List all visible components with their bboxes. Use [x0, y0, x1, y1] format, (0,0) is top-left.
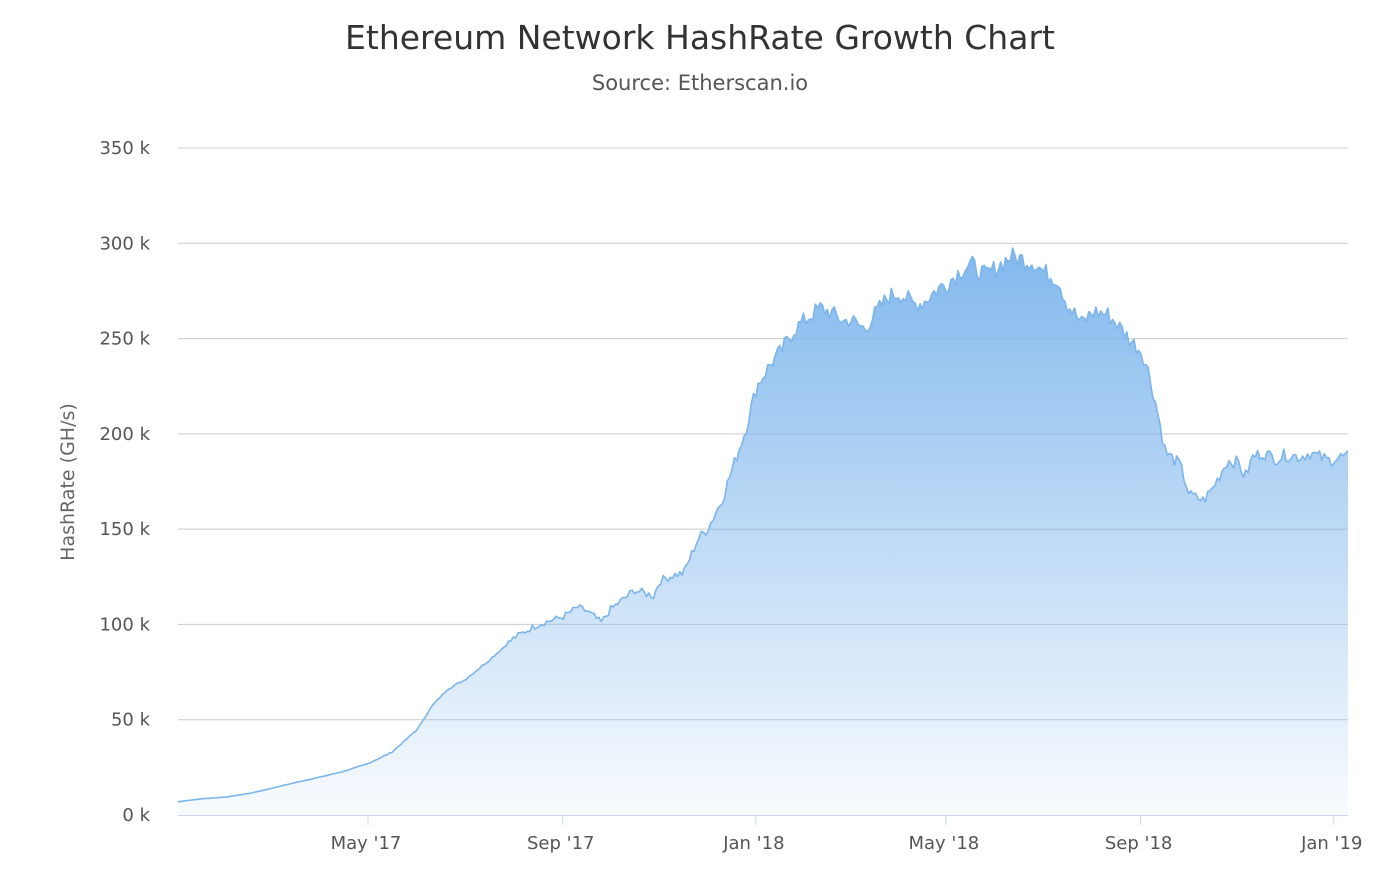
x-tick-label: May '17 [331, 833, 402, 854]
series-area [178, 248, 1348, 816]
x-tick-label: May '18 [908, 833, 979, 854]
series-layer [177, 247, 1349, 816]
series-line [177, 247, 1349, 803]
x-axis: May '17 Sep '17 Jan '18 May '18 Sep '18 Jan '… [178, 815, 1362, 854]
chart-title: Ethereum Network HashRate Growth Chart [345, 18, 1055, 57]
y-axis: 0 k 50 k 100 k 150 k 200 k 250 k 300 k 350 k [99, 138, 150, 826]
y-axis-title: HashRate (GH/s) [57, 403, 79, 561]
y-tick-label: 0 k [122, 805, 150, 826]
y-tick-label: 100 k [99, 614, 150, 635]
y-tick-label: 250 k [99, 329, 150, 350]
y-tick-label: 350 k [99, 138, 150, 159]
x-tick-label: Sep '17 [527, 833, 595, 854]
y-tick-label: 200 k [99, 424, 150, 445]
x-tick-label: Sep '18 [1105, 833, 1173, 854]
y-tick-label: 300 k [99, 233, 150, 254]
y-tick-label: 50 k [111, 710, 151, 731]
y-tick-label: 150 k [99, 519, 150, 540]
x-tick-label: Jan '18 [722, 833, 784, 854]
chart-subtitle: Source: Etherscan.io [591, 71, 809, 95]
x-tick-label: Jan '19 [1300, 833, 1362, 854]
